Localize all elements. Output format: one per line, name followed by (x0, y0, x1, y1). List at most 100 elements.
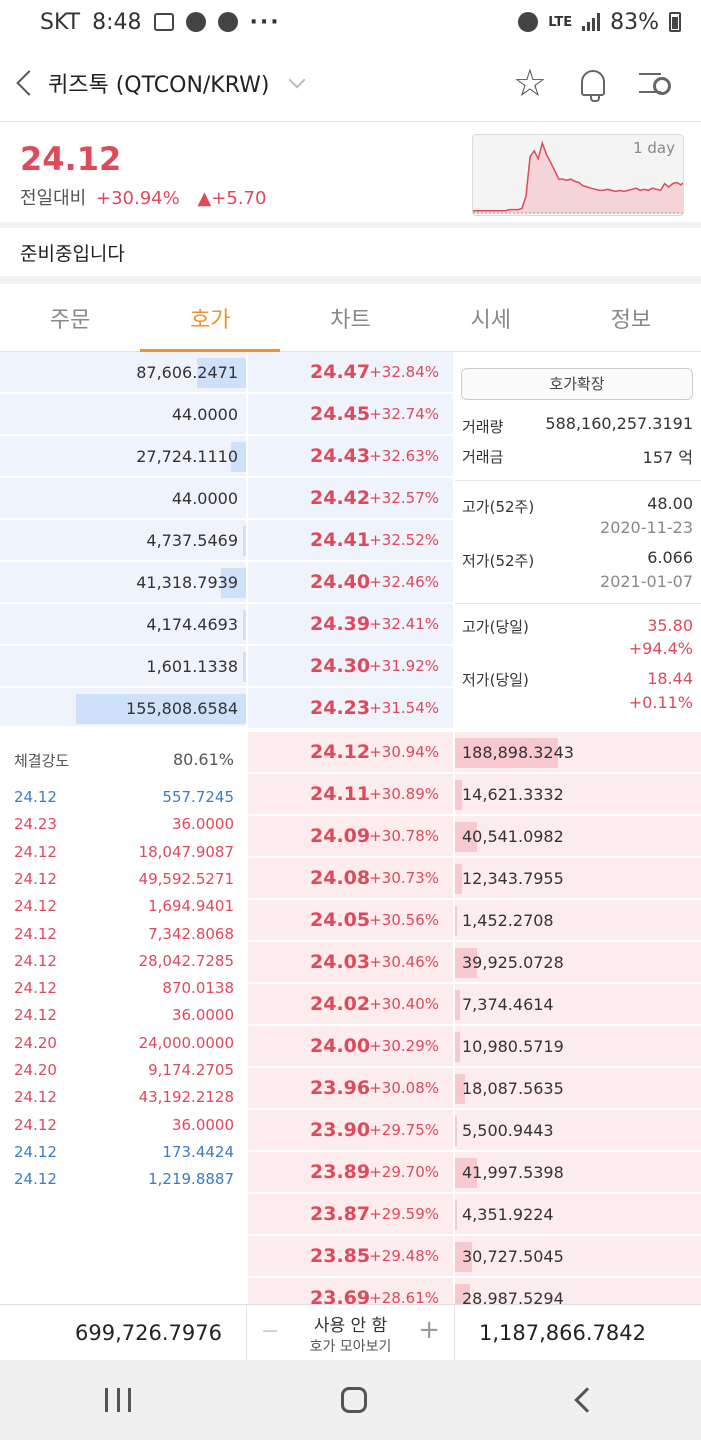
bid-price-cell[interactable]: 24.05 +30.56% (248, 900, 453, 941)
bid-row[interactable]: 24.05 +30.56% 1,452.2708 (0, 900, 701, 942)
bid-price: 23.87 (310, 1203, 371, 1225)
bid-row[interactable]: 23.69 +28.61% 28,987.5294 (0, 1278, 701, 1304)
high52-date: 2020-11-23 (600, 518, 693, 537)
bid-volume: 30,727.5045 (462, 1247, 564, 1266)
sparkline-chart[interactable]: 1 day (472, 134, 684, 216)
trade-price: 24.23 (14, 815, 57, 834)
trade-history: 체결강도 80.61% 24.12 557.7245 24.23 36.0000 24.… (0, 726, 246, 1304)
bid-volume-bar (455, 1032, 460, 1062)
bid-price-cell[interactable]: 24.11 +30.89% (248, 774, 453, 815)
ask-row[interactable]: 44.0000 24.42 +32.57% (0, 478, 701, 520)
market-title[interactable]: 퀴즈톡 (QTCON/KRW) (48, 72, 270, 98)
ask-price-cell[interactable]: 24.23 +31.54% (248, 688, 453, 729)
trade-volume: 36.0000 (171, 1006, 234, 1025)
ask-percent: +32.52% (369, 531, 439, 549)
sparkline-area (473, 143, 683, 213)
ask-row[interactable]: 27,724.1110 24.43 +32.63% (0, 436, 701, 478)
bid-row[interactable]: 24.12 +30.94% 188,898.3243 (0, 732, 701, 774)
bid-price-cell[interactable]: 24.03 +30.46% (248, 942, 453, 983)
bid-price-cell[interactable]: 24.09 +30.78% (248, 816, 453, 857)
settings-menu-icon[interactable] (639, 71, 671, 95)
carrier-label: SKT (40, 9, 81, 35)
tab-3[interactable]: 차트 (330, 307, 371, 333)
bid-volume-bar (455, 780, 463, 810)
back-arrow-icon[interactable] (6, 64, 44, 102)
bid-row[interactable]: 23.89 +29.70% 41,997.5398 (0, 1152, 701, 1194)
trade-price: 24.12 (14, 869, 57, 888)
bid-price-cell[interactable]: 23.87 +29.59% (248, 1194, 453, 1235)
network-type: LTE (548, 14, 573, 30)
tab-5[interactable]: 정보 (610, 307, 652, 333)
bid-price-cell[interactable]: 23.90 +29.75% (248, 1110, 453, 1151)
ask-row[interactable]: 87,606.2471 24.47 +32.84% (0, 352, 701, 394)
low52-date: 2021-01-07 (600, 572, 693, 591)
ask-total: 699,726.7976 (75, 1320, 222, 1345)
tab-1[interactable]: 주문 (49, 307, 91, 333)
recent-apps-icon[interactable] (105, 1388, 132, 1412)
ask-row[interactable]: 44.0000 24.45 +32.74% (0, 394, 701, 436)
bid-row[interactable]: 23.96 +30.08% 18,087.5635 (0, 1068, 701, 1110)
ask-price-cell[interactable]: 24.47 +32.84% (248, 352, 453, 393)
ask-volume-bar (231, 442, 246, 472)
bid-volume-bar (455, 1200, 458, 1230)
home-icon[interactable] (341, 1387, 368, 1413)
bid-row[interactable]: 23.85 +29.48% 30,727.5045 (0, 1236, 701, 1278)
star-icon[interactable]: ☆ (512, 60, 547, 105)
bid-price-cell[interactable]: 24.08 +30.73% (248, 858, 453, 899)
bid-volume: 7,374.4614 (462, 995, 554, 1014)
bid-row[interactable]: 24.11 +30.89% 14,621.3332 (0, 774, 701, 816)
bid-price: 23.69 (310, 1287, 371, 1304)
minus-button[interactable]: − (261, 1318, 280, 1344)
back-nav-icon[interactable] (574, 1387, 600, 1413)
ask-row[interactable]: 41,318.7939 24.40 +32.46% (0, 562, 701, 604)
ask-price-cell[interactable]: 24.41 +32.52% (248, 520, 453, 561)
chevron-down-icon[interactable] (288, 71, 306, 88)
ask-row[interactable]: 1,601.1338 24.30 +31.92% (0, 646, 701, 688)
bid-row[interactable]: 24.00 +30.29% 10,980.5719 (0, 1026, 701, 1068)
ask-percent: +32.41% (369, 615, 439, 633)
bid-row[interactable]: 24.09 +30.78% 40,541.0982 (0, 816, 701, 858)
bid-price-cell[interactable]: 23.89 +29.70% (248, 1152, 453, 1193)
ask-volume-cell: 155,808.6584 (0, 688, 246, 729)
expand-orderbook-button[interactable]: 호가확장 (461, 368, 693, 400)
trade-price: 24.12 (14, 924, 57, 943)
bid-row[interactable]: 24.03 +30.46% 39,925.0728 (0, 942, 701, 984)
battery-percent: 83% (610, 9, 659, 35)
ask-price-cell[interactable]: 24.42 +32.57% (248, 478, 453, 519)
bid-volume-cell: 188,898.3243 (455, 732, 701, 773)
ask-row[interactable]: 4,737.5469 24.41 +32.52% (0, 520, 701, 562)
ask-price-cell[interactable]: 24.30 +31.92% (248, 646, 453, 687)
tab-2[interactable]: 호가 (140, 284, 281, 352)
bid-price-cell[interactable]: 23.96 +30.08% (248, 1068, 453, 1109)
bid-price-cell[interactable]: 24.02 +30.40% (248, 984, 453, 1025)
bid-percent: +29.70% (369, 1163, 439, 1181)
ask-price-cell[interactable]: 24.45 +32.74% (248, 394, 453, 435)
bid-price: 24.02 (310, 993, 371, 1015)
plus-button[interactable]: + (418, 1314, 440, 1345)
bid-row[interactable]: 23.87 +29.59% 4,351.9224 (0, 1194, 701, 1236)
bid-row[interactable]: 23.90 +29.75% 5,500.9443 (0, 1110, 701, 1152)
ask-row[interactable]: 4,174.4693 24.39 +32.41% (0, 604, 701, 646)
bell-icon[interactable] (581, 69, 605, 102)
volume-value: 588,160,257.3191 (545, 414, 693, 433)
trade-volume: 24,000.0000 (138, 1033, 234, 1052)
ask-price-cell[interactable]: 24.43 +32.63% (248, 436, 453, 477)
ask-price-cell[interactable]: 24.40 +32.46% (248, 562, 453, 603)
bid-row[interactable]: 24.08 +30.73% 12,343.7955 (0, 858, 701, 900)
trade-price: 24.12 (14, 979, 57, 998)
trade-volume: 49,592.5271 (138, 869, 234, 888)
low52-value: 6.066 (647, 548, 693, 567)
trade-row: 24.23 36.0000 (0, 815, 246, 842)
ask-volume-bar (243, 526, 246, 556)
ask-row[interactable]: 155,808.6584 24.23 +31.54% (0, 688, 701, 730)
bid-price-cell[interactable]: 23.69 +28.61% (248, 1278, 453, 1304)
bid-price-cell[interactable]: 24.00 +30.29% (248, 1026, 453, 1067)
low52-label: 저가(52주) (462, 552, 535, 570)
grouping-value[interactable]: 사용 안 함 (313, 1315, 388, 1336)
trade-row: 24.12 36.0000 (0, 1006, 246, 1033)
ask-price-cell[interactable]: 24.39 +32.41% (248, 604, 453, 645)
bid-price-cell[interactable]: 23.85 +29.48% (248, 1236, 453, 1277)
bid-row[interactable]: 24.02 +30.40% 7,374.4614 (0, 984, 701, 1026)
tab-4[interactable]: 시세 (470, 307, 511, 333)
bid-price-cell[interactable]: 24.12 +30.94% (248, 732, 453, 773)
